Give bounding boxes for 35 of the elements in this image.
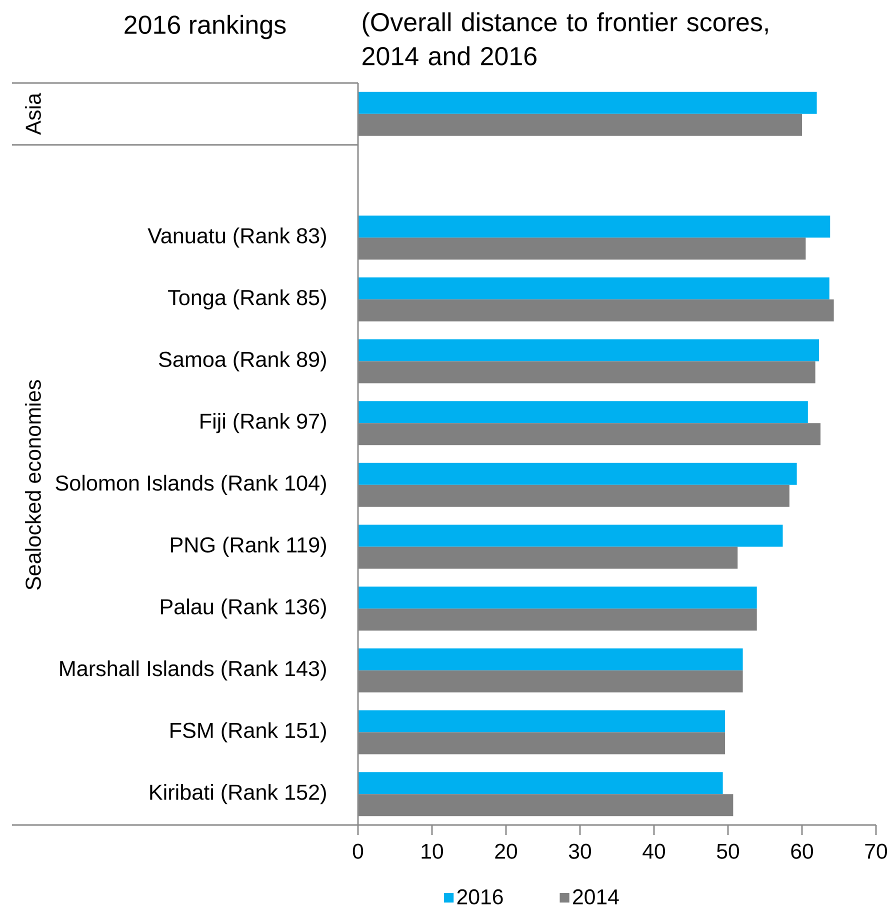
y-tick-label: Solomon Islands (Rank 104)	[56, 474, 326, 495]
y-axis-title: 2016 rankings	[124, 14, 286, 40]
bar	[358, 586, 757, 609]
x-tick-label: 10	[422, 844, 444, 859]
y-tick-label: Vanuatu (Rank 83)	[148, 228, 326, 248]
bar	[358, 401, 808, 424]
text: Asia	[25, 92, 41, 135]
bar	[358, 462, 797, 485]
bar	[358, 524, 783, 547]
x-tick-label: 40	[642, 844, 666, 859]
x-tick-label: 30	[568, 844, 592, 859]
y-tick-label: Marshall Islands (Rank 143)	[60, 660, 326, 680]
x-tick-label: 70	[865, 844, 888, 859]
bar	[358, 648, 743, 670]
y-tick-label: Tonga (Rank 85)	[168, 289, 326, 310]
y-tick-label: PNG (Rank 119)	[171, 536, 326, 557]
bar	[358, 772, 723, 794]
x-tick-label: 50	[716, 844, 740, 859]
y-tick-label: Kiribati (Rank 152)	[150, 784, 326, 804]
text: Sealocked economies	[25, 380, 41, 590]
x-tick-label: 0	[352, 844, 364, 859]
bar	[358, 216, 830, 238]
bar	[358, 710, 726, 732]
bar	[358, 339, 820, 362]
y-tick-label: Fiji (Rank 97)	[200, 413, 326, 434]
x-tick-label: 60	[791, 844, 814, 859]
y-tick-label: FSM (Rank 151)	[170, 722, 326, 742]
y-tick-label: Palau (Rank 136)	[160, 598, 326, 619]
legend-label: 2014	[573, 889, 619, 904]
x-tick-label: 20	[495, 844, 518, 859]
y-tick-label: Samoa (Rank 89)	[158, 351, 326, 372]
bar	[358, 92, 817, 114]
chart-title: (Overall distance to frontier scores, 2014 and 2016	[362, 12, 768, 66]
legend-label: 2016	[457, 889, 503, 904]
bar	[358, 277, 830, 300]
